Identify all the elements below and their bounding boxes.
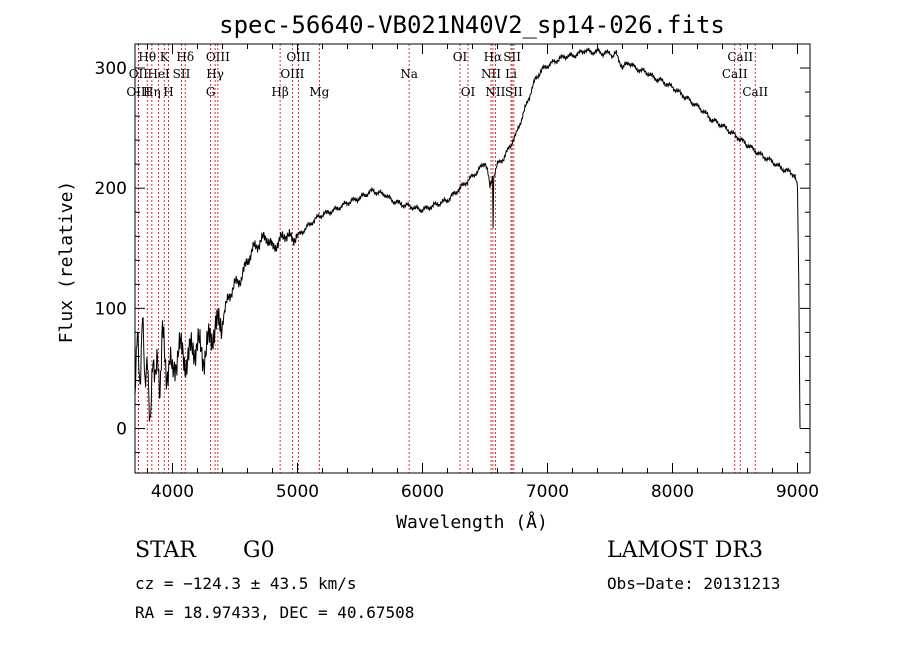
x-tick-label: 6000 <box>401 482 444 502</box>
spectral-line-label: Hδ <box>176 50 194 64</box>
y-tick-label: 200 <box>95 179 127 199</box>
spectral-line-label: HeI <box>147 67 170 81</box>
spectral-line-label: SII <box>505 85 523 99</box>
survey-name: LAMOST DR3 <box>607 538 763 563</box>
x-tick-label: 5000 <box>276 482 319 502</box>
spectral-line-label: SII <box>173 67 191 81</box>
y-tick-label: 100 <box>95 299 127 319</box>
spectral-line-label: CaII <box>727 50 753 64</box>
spectral-line-label: Hθ <box>138 50 156 64</box>
x-tick-label: 4000 <box>151 482 194 502</box>
x-tick-label: 9000 <box>776 482 819 502</box>
object-subclass: G0 <box>243 538 275 563</box>
spectrum-layer <box>135 46 801 429</box>
axis-ticks: 4000 5000 6000 7000 8000 9000 0 100 200 300 <box>95 43 819 502</box>
x-tick-label: 8000 <box>651 482 694 502</box>
spectral-line-label: OIII <box>286 50 310 64</box>
spectral-line-label: CaII <box>742 85 768 99</box>
spectral-line-label: H <box>163 85 173 99</box>
spectral-line-label: Hγ <box>206 67 224 81</box>
observation-date: Obs−Date: 20131213 <box>607 574 781 593</box>
y-tick-label: 300 <box>95 59 127 79</box>
spectral-line-label: Hη <box>143 85 161 99</box>
spectral-line-label: G <box>206 85 216 99</box>
object-class: STAR <box>135 538 196 563</box>
redshift-cz: cz = −124.3 ± 43.5 km/s <box>135 574 357 593</box>
spectral-line-markers <box>137 44 756 473</box>
spectral-line-label: Mg <box>309 85 329 99</box>
spectrum-series-line <box>135 46 801 429</box>
spectral-line-label: OII <box>129 67 149 81</box>
spectral-line-label: OIII <box>206 50 230 64</box>
spectral-line-label: NII <box>481 67 501 81</box>
plot-frame <box>134 43 811 474</box>
y-tick-label: 0 <box>116 420 127 440</box>
spectral-line-label: K <box>160 50 170 64</box>
chart-title: spec-56640-VB021N40V2_sp14-026.fits <box>219 11 725 39</box>
spectral-line-label: Na <box>400 67 418 81</box>
spectral-line-label: CaII <box>722 67 748 81</box>
coordinates: RA = 18.97433, DEC = 40.67508 <box>135 603 415 622</box>
x-axis-label: Wavelength (Å) <box>396 511 548 533</box>
spectral-line-label: Hβ <box>271 85 288 99</box>
spectral-line-label: SII <box>503 50 521 64</box>
spectral-line-label: Li <box>505 67 517 81</box>
spectral-line-label: NII <box>485 85 505 99</box>
spectral-line-label: OIII <box>280 67 304 81</box>
x-tick-label: 7000 <box>526 482 569 502</box>
spectral-line-label: OI <box>461 85 476 99</box>
spectral-line-label: Hα <box>484 50 503 64</box>
y-axis-label: Flux (relative) <box>56 181 77 344</box>
spectral-line-label: OI <box>453 50 468 64</box>
